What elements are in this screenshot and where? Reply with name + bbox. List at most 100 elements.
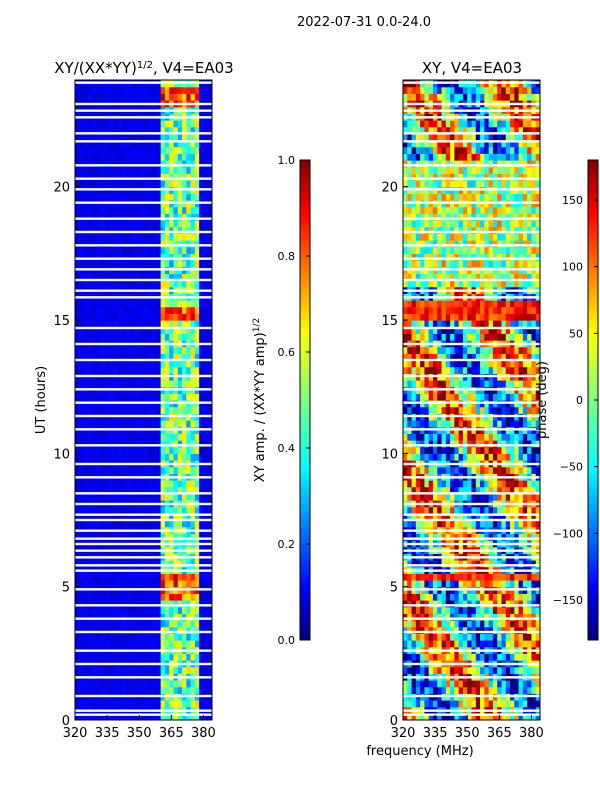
heatmap-cell (497, 687, 502, 694)
heatmap-cell (484, 480, 489, 487)
heatmap-cell (506, 653, 511, 660)
heatmap-cell (139, 447, 144, 454)
left-panel-title: XY/(XX*YY)1/2, V4=EA03 (54, 59, 233, 77)
heatmap-cell (131, 247, 136, 254)
heatmap-cell (506, 380, 511, 387)
heatmap-cell (75, 640, 80, 647)
heatmap-cell (88, 153, 93, 160)
heatmap-cell (467, 593, 472, 600)
heatmap-cell (135, 420, 140, 427)
heatmap-cell (173, 393, 178, 400)
heatmap-cell (501, 467, 506, 474)
heatmap-cell (88, 573, 93, 580)
heatmap-cell (497, 453, 502, 460)
heatmap-cell (203, 260, 208, 267)
heatmap-cell (152, 347, 157, 354)
heatmap-cell (109, 507, 114, 514)
heatmap-cell (191, 633, 196, 640)
heatmap-cell (514, 447, 519, 454)
heatmap-cell (161, 433, 166, 440)
heatmap-cell (489, 573, 494, 580)
heatmap-cell (446, 433, 451, 440)
data-gap-line (75, 201, 212, 203)
heatmap-cell (139, 367, 144, 374)
heatmap-cell (131, 367, 136, 374)
heatmap-cell (144, 407, 149, 414)
heatmap-cell (186, 687, 191, 694)
heatmap-cell (203, 147, 208, 154)
heatmap-cell (519, 420, 524, 427)
heatmap-cell (96, 433, 101, 440)
heatmap-cell (135, 447, 140, 454)
heatmap-cell (489, 593, 494, 600)
heatmap-cell (480, 393, 485, 400)
heatmap-cell (96, 247, 101, 254)
heatmap-cell (531, 480, 536, 487)
heatmap-cell (169, 680, 174, 687)
heatmap-cell (489, 407, 494, 414)
heatmap-cell (433, 573, 438, 580)
heatmap-cell (476, 633, 481, 640)
data-gap-line (75, 709, 212, 711)
heatmap-cell (114, 367, 119, 374)
heatmap-cell (109, 233, 114, 240)
heatmap-cell (88, 420, 93, 427)
heatmap-cell (472, 640, 477, 647)
heatmap-cell (88, 307, 93, 314)
heatmap-cell (195, 313, 200, 320)
heatmap-cell (186, 393, 191, 400)
heatmap-cell (139, 93, 144, 100)
heatmap-cell (135, 247, 140, 254)
heatmap-cell (403, 573, 408, 580)
heatmap-cell (416, 407, 421, 414)
heatmap-cell (182, 347, 187, 354)
heatmap-cell (186, 167, 191, 174)
heatmap-cell (173, 687, 178, 694)
heatmap-cell (531, 607, 536, 614)
heatmap-cell (101, 407, 106, 414)
heatmap-cell (493, 347, 498, 354)
amplitude-colorbar: 0.00.20.40.60.81.0 XY amp. / (XX*YY amp)… (252, 154, 310, 647)
heatmap-cell (118, 640, 123, 647)
heatmap-cell (527, 700, 532, 707)
heatmap-cell (101, 480, 106, 487)
heatmap-cell (165, 93, 170, 100)
heatmap-cell (148, 320, 153, 327)
heatmap-cell (114, 153, 119, 160)
heatmap-cell (199, 153, 204, 160)
heatmap-cell (165, 620, 170, 627)
heatmap-cell (114, 653, 119, 660)
heatmap-cell (463, 607, 468, 614)
heatmap-cell (101, 300, 106, 307)
data-gap-line (75, 103, 212, 105)
heatmap-cell (191, 453, 196, 460)
heatmap-cell (420, 620, 425, 627)
heatmap-cell (501, 653, 506, 660)
heatmap-cell (527, 607, 532, 614)
heatmap-cell (109, 667, 114, 674)
heatmap-cell (122, 93, 127, 100)
heatmap-cell (459, 593, 464, 600)
heatmap-cell (114, 147, 119, 154)
heatmap-cell (523, 640, 528, 647)
heatmap-cell (497, 347, 502, 354)
heatmap-cell (446, 367, 451, 374)
heatmap-cell (88, 380, 93, 387)
heatmap-cell (182, 633, 187, 640)
heatmap-cell (135, 347, 140, 354)
heatmap-cell (79, 653, 84, 660)
heatmap-cell (203, 667, 208, 674)
heatmap-cell (446, 480, 451, 487)
heatmap-cell (156, 193, 161, 200)
heatmap-cell (75, 653, 80, 660)
heatmap-cell (169, 507, 174, 514)
x-tick-label: 335 (95, 726, 120, 741)
heatmap-cell (459, 480, 464, 487)
heatmap-cell (467, 580, 472, 587)
heatmap-cell (139, 320, 144, 327)
heatmap-cell (506, 480, 511, 487)
heatmap-cell (96, 93, 101, 100)
heatmap-cell (96, 453, 101, 460)
heatmap-cell (501, 620, 506, 627)
heatmap-cell (467, 393, 472, 400)
